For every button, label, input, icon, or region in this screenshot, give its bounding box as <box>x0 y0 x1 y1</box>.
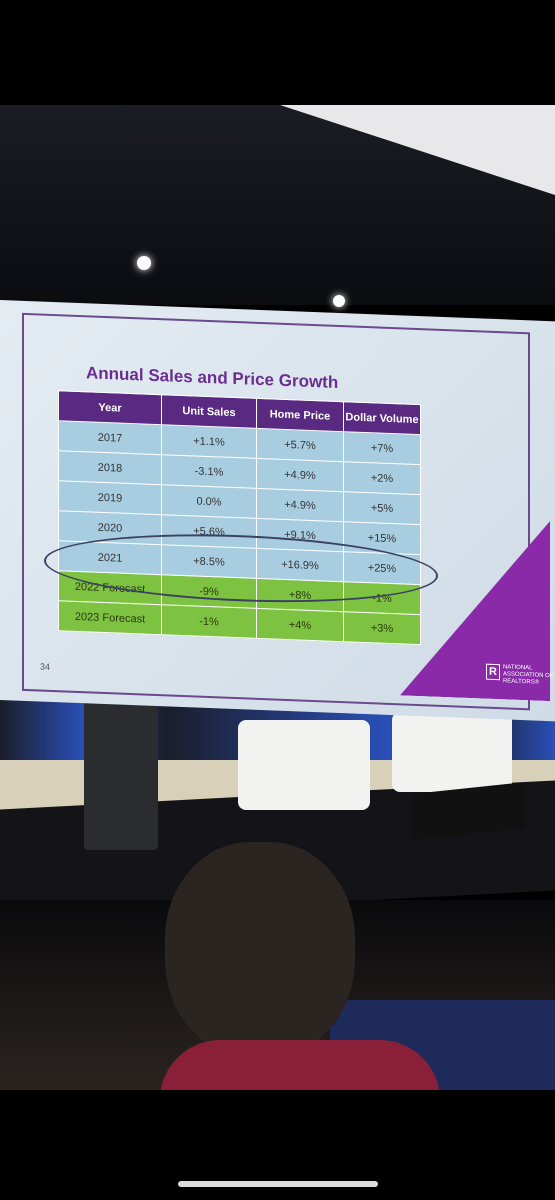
logo-mark: R <box>486 663 500 681</box>
table-cell: +5.7% <box>256 428 344 462</box>
light <box>137 256 151 270</box>
slide: Annual Sales and Price Growth Year Unit S… <box>0 300 555 722</box>
page-number: 34 <box>40 661 51 672</box>
audience-head <box>165 842 355 1057</box>
table-cell: +3% <box>343 611 421 645</box>
table-cell: 2018 <box>58 450 162 485</box>
growth-table: Year Unit Sales Home Price Dollar Volume 201… <box>58 390 421 645</box>
table-cell: +4% <box>256 608 344 642</box>
table-cell: -1% <box>161 604 257 639</box>
logo: R NATIONAL ASSOCIATION OF REALTORS® <box>486 663 555 688</box>
light <box>333 295 345 307</box>
table-cell: +2% <box>343 461 421 495</box>
table-cell: 0.0% <box>161 484 257 519</box>
table-cell: +5% <box>343 491 421 525</box>
logo-text: NATIONAL ASSOCIATION OF REALTORS® <box>502 664 554 686</box>
chair <box>238 720 370 810</box>
home-indicator <box>178 1181 378 1187</box>
table-cell: -3.1% <box>161 454 257 489</box>
table-cell: 2023 Forecast <box>58 600 162 635</box>
table-cell: 2017 <box>58 420 162 455</box>
header-cell: Dollar Volume <box>343 401 421 435</box>
header-cell: Unit Sales <box>161 394 257 429</box>
chair <box>392 712 512 792</box>
table-cell: +7% <box>343 431 421 465</box>
table-cell: 2019 <box>58 480 162 515</box>
header-cell: Home Price <box>256 398 344 432</box>
table-cell: +4.9% <box>256 458 344 492</box>
table-cell: +4.9% <box>256 488 344 522</box>
header-cell: Year <box>58 390 162 425</box>
table-cell: +1.1% <box>161 424 257 459</box>
